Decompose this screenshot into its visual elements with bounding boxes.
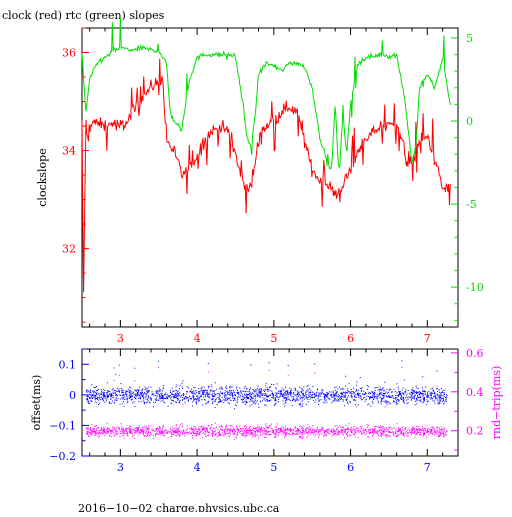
bottom-x-tick-label: 5 (270, 461, 277, 474)
bottom-x-tick-label: 7 (424, 461, 431, 474)
top-y-left-tick-label: 34 (62, 145, 76, 158)
scatter-points-round-trip (85, 366, 448, 441)
chart-title: clock (red) rtc (green) slopes (2, 9, 165, 22)
top-x-tick-label: 6 (347, 332, 354, 345)
top-x-tick-label: 7 (424, 332, 431, 345)
bottom-y-left-tick-label: −0.2 (49, 450, 76, 463)
top-y-left-tick-label: 36 (62, 47, 76, 60)
y-axis-label-right: rnd−trip(ms) (490, 366, 503, 440)
bottom-y-right-tick-label: 0.6 (466, 347, 484, 360)
top-y-left-tick-label: 32 (62, 243, 76, 256)
bottom-x-tick-label: 6 (347, 461, 354, 474)
top-x-tick-label: 3 (117, 332, 124, 345)
bottom-y-right-tick-label: 0.2 (466, 425, 484, 438)
top-y-right-tick-label: 0 (466, 115, 473, 128)
bottom-y-left-tick-label: −0.1 (49, 419, 76, 432)
top-y-right-tick-label: 5 (466, 32, 473, 45)
top-frame (81, 27, 459, 328)
bottom-x-tick-label: 3 (117, 461, 124, 474)
y-axis-label-left: clockslope (36, 148, 49, 206)
top-x-tick-label: 5 (270, 332, 277, 345)
series-line-rtc (81, 17, 451, 170)
bottom-y-right-tick-label: 0.4 (466, 386, 484, 399)
bottom-chart: 3 4 5 6 7 0.1 0 −0.1 −0.2 0.6 0.4 0.2 offset(ms) rnd−… (30, 347, 503, 474)
y-axis-label-left: offset(ms) (30, 375, 43, 431)
top-y-right-tick-label: -10 (466, 281, 484, 294)
top-y-right-tick-label: -5 (466, 198, 477, 211)
series-line-clock (81, 58, 451, 293)
bottom-x-tick-label: 4 (194, 461, 201, 474)
scatter-points-offset (85, 360, 448, 410)
footer-caption: 2016−10−02 charge.physics.ubc.ca (78, 502, 280, 512)
bottom-y-left-tick-label: 0 (69, 389, 76, 402)
top-x-tick-label: 4 (194, 332, 201, 345)
bottom-frame (81, 348, 459, 457)
bottom-y-left-tick-label: 0.1 (59, 358, 77, 371)
